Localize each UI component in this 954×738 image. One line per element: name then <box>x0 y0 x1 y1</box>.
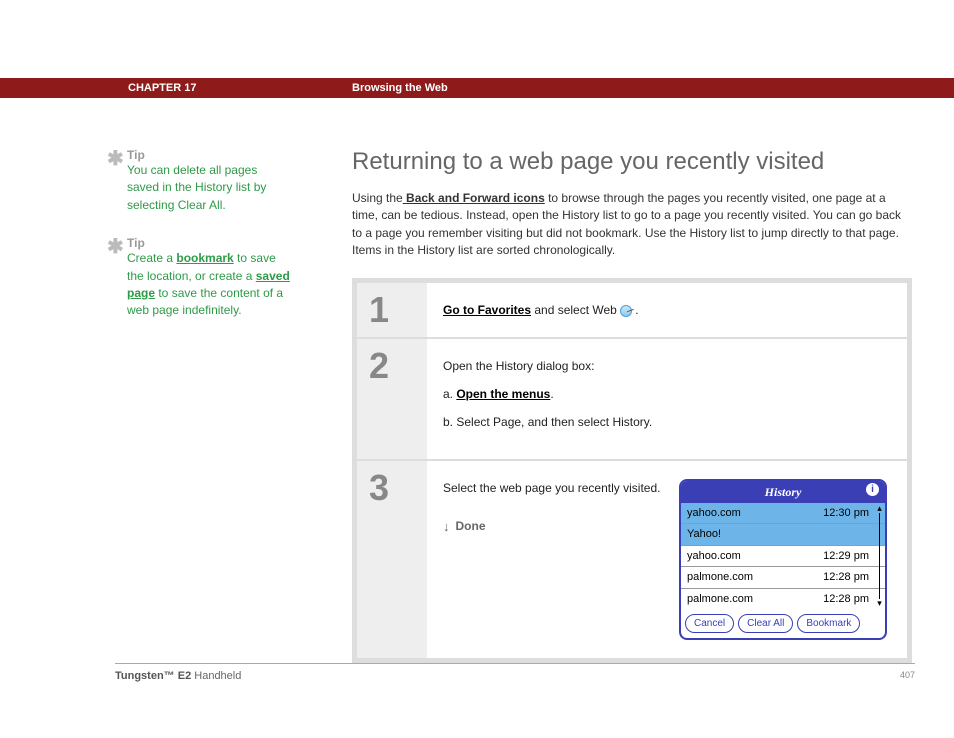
step-body: Open the History dialog box: a. Open the… <box>427 339 907 459</box>
tip-text: You can delete all pages saved in the Hi… <box>127 162 292 214</box>
sub-item: b. Select Page, and then select History. <box>443 413 891 431</box>
history-titlebar: History i <box>681 481 885 503</box>
step3-text-col: Select the web page you recently visited… <box>443 479 663 641</box>
step-row: 3 Select the web page you recently visit… <box>357 461 907 659</box>
scrollbar[interactable]: ▴ ▾ <box>875 504 884 609</box>
step-body: Select the web page you recently visited… <box>427 461 907 659</box>
sub-text: Select Page, and then select History. <box>456 415 652 429</box>
sub-prefix: b. <box>443 415 456 429</box>
step-body: Go to Favorites and select Web . <box>427 283 907 337</box>
done-arrow-icon: ↓ <box>443 517 450 537</box>
open-menus-link[interactable]: Open the menus <box>456 387 550 401</box>
scroll-up-icon[interactable]: ▴ <box>877 504 882 513</box>
history-item[interactable]: palmone.com 12:28 pm <box>681 589 885 610</box>
history-item-time: 12:30 pm <box>823 505 869 522</box>
step-row: 2 Open the History dialog box: a. Open t… <box>357 339 907 459</box>
chapter-label: CHAPTER 17 <box>128 82 196 94</box>
page-title: Returning to a web page you recently vis… <box>352 148 912 176</box>
tip-block: ✱ Tip Create a bookmark to save the loca… <box>107 236 292 320</box>
sub-list: a. Open the menus. b. Select Page, and t… <box>443 385 891 431</box>
scroll-down-icon[interactable]: ▾ <box>877 599 882 608</box>
history-item-label: palmone.com <box>687 569 753 586</box>
history-buttons: Cancel Clear All Bookmark <box>681 609 885 638</box>
footer-product-rest: Handheld <box>191 670 241 682</box>
history-item-time: 12:28 pm <box>823 569 869 586</box>
footer-product-bold: Tungsten™ E2 <box>115 670 191 682</box>
history-item[interactable]: palmone.com 12:28 pm <box>681 567 885 589</box>
cancel-button[interactable]: Cancel <box>685 614 734 633</box>
steps-container: 1 Go to Favorites and select Web . 2 Ope… <box>352 278 912 664</box>
main-content: Returning to a web page you recently vis… <box>352 148 912 663</box>
step-number: 2 <box>357 339 427 459</box>
history-dialog: History i yahoo.com 12:30 pm Yahoo! <box>679 479 887 641</box>
info-icon[interactable]: i <box>866 483 879 496</box>
footer-product: Tungsten™ E2 Handheld <box>115 670 241 682</box>
chapter-title: Browsing the Web <box>352 82 448 94</box>
scroll-track <box>879 513 880 600</box>
back-forward-icons-link[interactable]: Back and Forward icons <box>403 191 545 205</box>
history-list: yahoo.com 12:30 pm Yahoo! yahoo.com 12:2… <box>681 503 885 610</box>
tip-segment: Create a <box>127 251 176 265</box>
sub-item: a. Open the menus. <box>443 385 891 403</box>
history-item-time: 12:29 pm <box>823 548 869 565</box>
web-icon <box>620 304 635 316</box>
go-to-favorites-link[interactable]: Go to Favorites <box>443 303 531 317</box>
asterisk-icon: ✱ <box>107 234 124 259</box>
tip-text: Create a bookmark to save the location, … <box>127 250 292 320</box>
clear-all-button[interactable]: Clear All <box>738 614 793 633</box>
done-indicator: ↓ Done <box>443 517 663 537</box>
history-item[interactable]: yahoo.com 12:30 pm <box>681 503 885 525</box>
step-tail: . <box>635 303 638 317</box>
history-item-label: yahoo.com <box>687 548 741 565</box>
step-number: 1 <box>357 283 427 337</box>
step-lead: Open the History dialog box: <box>443 357 891 375</box>
history-item-label: palmone.com <box>687 591 753 608</box>
sub-prefix: a. <box>443 387 456 401</box>
tip-block: ✱ Tip You can delete all pages saved in … <box>107 148 292 214</box>
history-item-label: yahoo.com <box>687 505 741 522</box>
done-label: Done <box>456 517 486 535</box>
history-item-label: Yahoo! <box>687 526 721 543</box>
history-item-time: 12:28 pm <box>823 591 869 608</box>
bookmark-button[interactable]: Bookmark <box>797 614 860 633</box>
footer-divider <box>115 663 915 664</box>
chapter-header: CHAPTER 17 Browsing the Web <box>0 78 954 98</box>
history-item[interactable]: yahoo.com 12:29 pm <box>681 546 885 568</box>
step-text: Select the web page you recently visited… <box>443 479 663 497</box>
footer: Tungsten™ E2 Handheld 407 <box>115 670 915 682</box>
sidebar: ✱ Tip You can delete all pages saved in … <box>107 148 292 342</box>
asterisk-icon: ✱ <box>107 146 124 171</box>
step-text: and select Web <box>531 303 620 317</box>
sub-suffix: . <box>550 387 553 401</box>
history-title: History <box>765 485 802 499</box>
bookmark-link[interactable]: bookmark <box>176 251 233 265</box>
step-row: 1 Go to Favorites and select Web . <box>357 283 907 337</box>
footer-page-number: 407 <box>900 670 915 682</box>
step-number: 3 <box>357 461 427 659</box>
tip-label: Tip <box>127 236 292 250</box>
history-item[interactable]: Yahoo! <box>681 524 885 546</box>
intro-pre: Using the <box>352 191 403 205</box>
tip-label: Tip <box>127 148 292 162</box>
intro-paragraph: Using the Back and Forward icons to brow… <box>352 190 912 260</box>
